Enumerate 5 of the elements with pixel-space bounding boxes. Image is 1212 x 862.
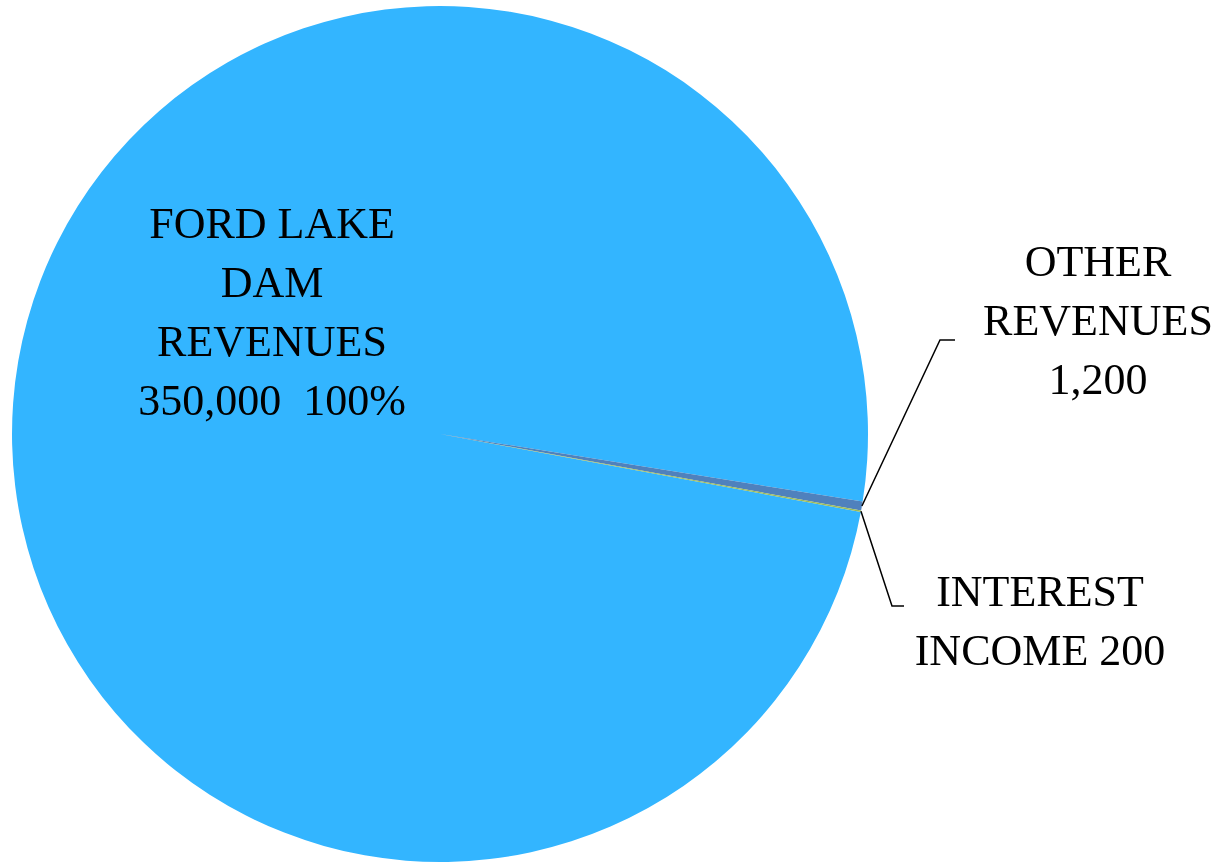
slice-label: INTEREST INCOME 200 [914,566,1166,675]
data-label: 1,200 [1048,354,1148,404]
slice-label: OTHER REVENUES [983,236,1212,345]
slice-label: FORD LAKE DAM REVENUES [149,198,395,366]
data-label: 350,000 100% [138,375,406,425]
